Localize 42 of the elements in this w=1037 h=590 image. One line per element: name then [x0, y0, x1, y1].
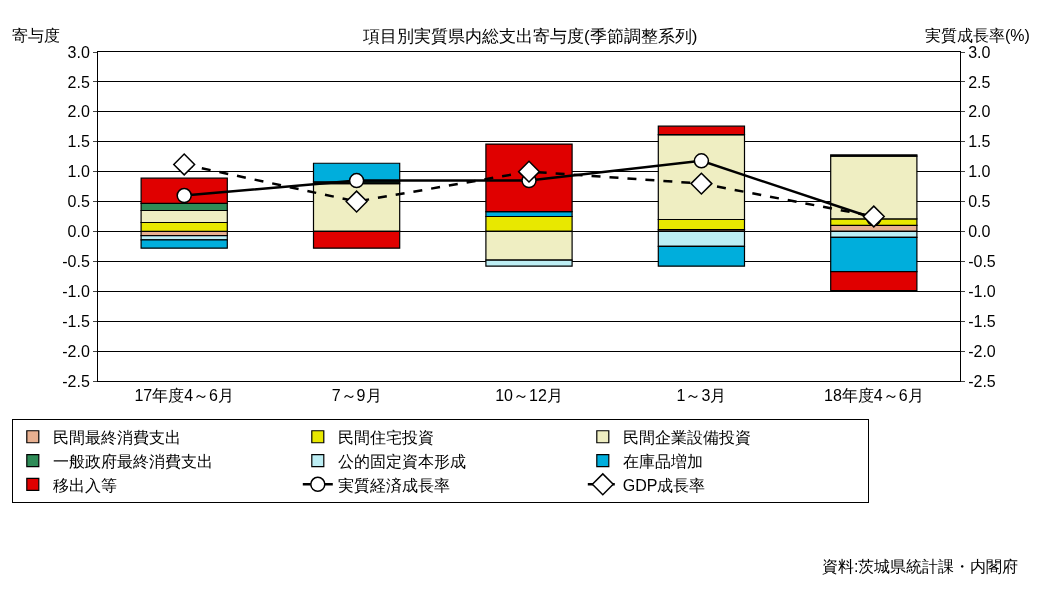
- x-tick-label: 17年度4～6月: [134, 387, 234, 405]
- text: 資料:茨城県統計課・内閣府: [822, 558, 1019, 575]
- legend-label: 公的固定資本形成: [337, 452, 466, 470]
- y2-axis-title: 実質成長率(%): [925, 27, 1030, 44]
- x-tick-label: 1～3月: [676, 387, 727, 405]
- y-tick-label: 0.0: [67, 223, 90, 241]
- y2-tick-label: -2.0: [968, 342, 996, 360]
- y-tick-label: -1.0: [62, 282, 90, 300]
- y-tick-label: 3.0: [67, 43, 90, 61]
- chart-title: 項目別実質県内総支出寄与度(季節調整系列): [362, 27, 698, 46]
- y2-tick-label: -2.5: [968, 372, 996, 390]
- y-tick-label: 2.0: [67, 103, 90, 121]
- legend-label: 民間住宅投資: [337, 428, 434, 446]
- legend-label: 在庫品増加: [622, 452, 703, 470]
- y-tick-label: -0.5: [62, 252, 90, 270]
- y2-tick-label: -0.5: [968, 252, 996, 270]
- y-axis-title: 寄与度: [12, 27, 60, 44]
- y2-tick-label: 3.0: [968, 43, 991, 61]
- legend-label: 民間企業設備投資: [622, 428, 751, 446]
- x-tick-label: 7～9月: [331, 387, 382, 405]
- y2-tick-label: 1.0: [968, 163, 991, 181]
- y2-tick-label: 0.0: [968, 223, 991, 241]
- y-tick-label: 2.5: [67, 73, 90, 91]
- legend-label: 移出入等: [52, 476, 117, 494]
- y-tick-label: 0.5: [67, 193, 90, 211]
- legend-label: 実質経済成長率: [337, 476, 450, 494]
- y2-tick-label: 2.5: [968, 73, 991, 91]
- y-tick-label: -1.5: [62, 312, 90, 330]
- legend-label: 一般政府最終消費支出: [52, 452, 213, 470]
- legend-label: GDP成長率: [622, 476, 706, 494]
- legend-label: 民間最終消費支出: [52, 428, 181, 446]
- x-tick-label: 10～12月: [495, 387, 563, 405]
- y-tick-label: -2.5: [62, 372, 90, 390]
- y2-tick-label: 1.5: [968, 133, 991, 151]
- y2-tick-label: 2.0: [968, 103, 991, 121]
- y-tick-label: -2.0: [62, 342, 90, 360]
- y2-tick-label: 0.5: [968, 193, 991, 211]
- y2-tick-label: -1.0: [968, 282, 996, 300]
- y-tick-label: 1.5: [67, 133, 90, 151]
- x-tick-label: 18年度4～6月: [824, 387, 924, 405]
- y2-tick-label: -1.5: [968, 312, 996, 330]
- y-tick-label: 1.0: [67, 163, 90, 181]
